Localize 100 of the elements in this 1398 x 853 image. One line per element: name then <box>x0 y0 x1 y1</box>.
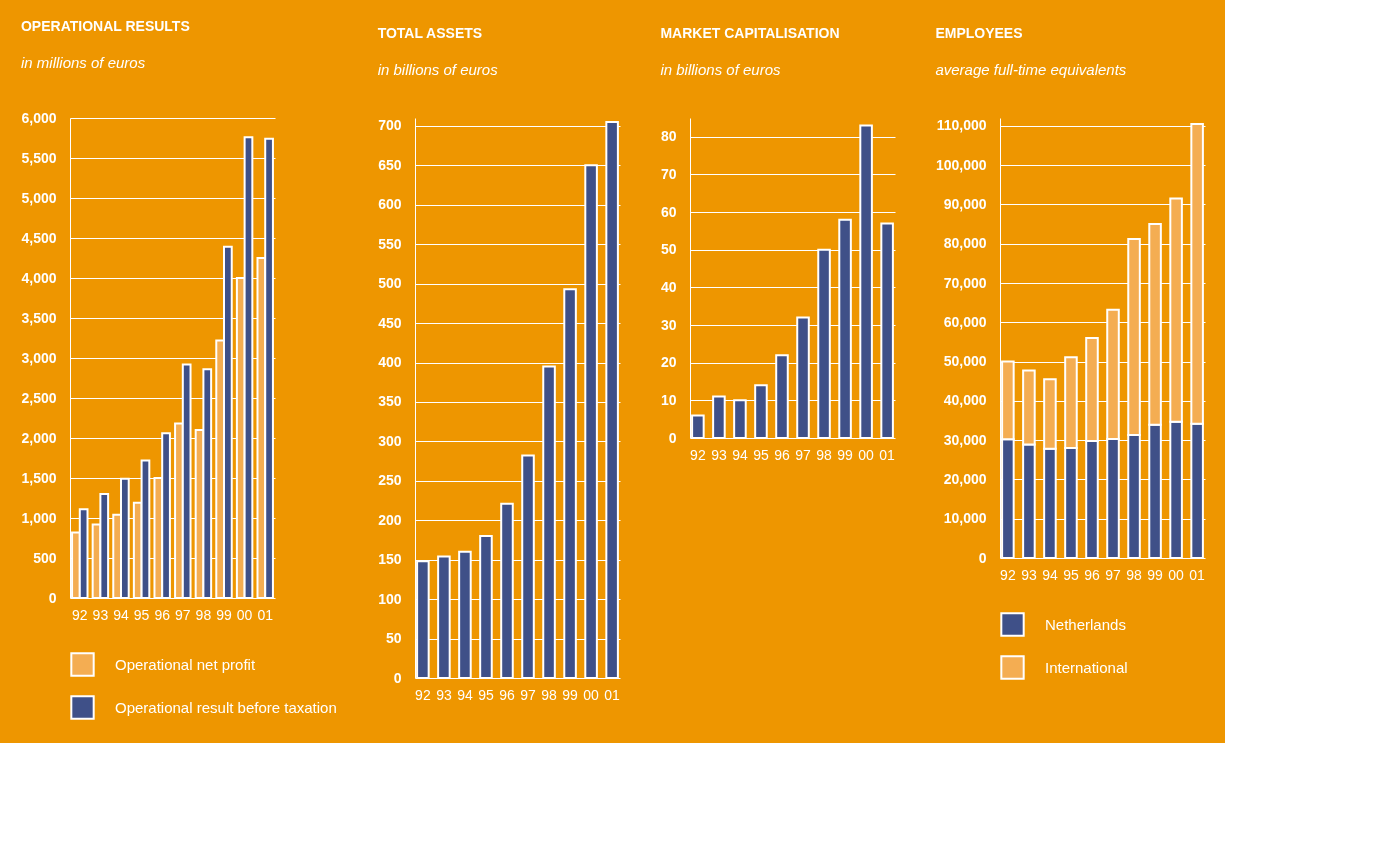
y-tick-label: 10,000 <box>943 510 987 527</box>
x-tick-label: 01 <box>1189 566 1206 583</box>
x-tick-label: 94 <box>1042 566 1058 583</box>
x-tick-label: 94 <box>457 686 473 703</box>
x-tick-label: 93 <box>436 686 452 703</box>
legend-label: Operational result before taxation <box>115 698 337 716</box>
y-tick-label: 90,000 <box>943 195 987 212</box>
x-tick-label: 00 <box>858 446 875 463</box>
y-tick-label: 4,500 <box>21 229 57 246</box>
y-tick-label: 30 <box>660 316 677 333</box>
x-tick-label: 98 <box>1126 566 1143 583</box>
y-tick-label: 1,500 <box>21 469 57 486</box>
x-tick-label: 98 <box>195 606 212 623</box>
y-tick-label: 250 <box>378 472 402 489</box>
chart-title: MARKET CAPITALISATION <box>660 25 840 41</box>
y-tick-label: 3,000 <box>21 349 57 366</box>
y-tick-label: 300 <box>378 432 402 449</box>
y-tick-label: 50 <box>660 241 677 258</box>
x-tick-label: 01 <box>604 686 621 703</box>
y-tick-label: 2,500 <box>21 389 57 406</box>
y-tick-label: 500 <box>378 275 402 292</box>
y-tick-label: 70,000 <box>943 274 987 291</box>
y-tick-label: 100,000 <box>935 156 987 173</box>
legend-label: Netherlands <box>1045 615 1126 633</box>
y-tick-label: 4,000 <box>21 269 57 286</box>
y-tick-label: 20,000 <box>943 470 987 487</box>
x-tick-label: 93 <box>1021 566 1037 583</box>
legend-label: Operational net profit <box>115 655 256 673</box>
y-tick-label: 60,000 <box>943 313 987 330</box>
chart-title: TOTAL ASSETS <box>377 25 483 41</box>
y-tick-label: 700 <box>378 117 402 134</box>
chart-subtitle: in millions of euros <box>20 54 146 71</box>
y-tick-label: 10 <box>660 391 677 408</box>
x-tick-label: 01 <box>879 446 896 463</box>
x-tick-label: 99 <box>837 446 854 463</box>
x-tick-label: 96 <box>499 686 515 703</box>
y-tick-label: 500 <box>33 549 57 566</box>
x-tick-label: 94 <box>113 606 129 623</box>
x-tick-label: 98 <box>541 686 558 703</box>
chart-subtitle: in billions of euros <box>377 61 499 78</box>
y-tick-label: 2,000 <box>21 429 57 446</box>
y-tick-label: 0 <box>668 429 677 446</box>
y-tick-label: 80 <box>660 128 677 145</box>
x-tick-label: 92 <box>415 686 431 703</box>
y-tick-label: 30,000 <box>943 431 987 448</box>
y-tick-label: 20 <box>660 354 677 371</box>
x-tick-label: 94 <box>732 446 748 463</box>
x-tick-label: 95 <box>478 686 494 703</box>
x-tick-label: 95 <box>133 606 150 623</box>
x-tick-label: 92 <box>1000 566 1016 583</box>
legend-label: International <box>1045 658 1128 676</box>
x-tick-label: 92 <box>72 606 88 623</box>
x-tick-label: 01 <box>257 606 274 623</box>
x-tick-label: 97 <box>795 446 812 463</box>
x-tick-label: 95 <box>1063 566 1079 583</box>
y-tick-label: 0 <box>48 589 57 606</box>
y-tick-label: 60 <box>660 203 677 220</box>
x-tick-label: 93 <box>92 606 109 623</box>
chart-subtitle: average full-time equivalents <box>935 61 1127 78</box>
x-tick-label: 96 <box>774 446 790 463</box>
x-tick-label: 00 <box>1168 566 1185 583</box>
y-tick-label: 450 <box>378 314 402 331</box>
y-tick-label: 1,000 <box>21 509 57 526</box>
chart-subtitle: in billions of euros <box>660 61 781 78</box>
x-tick-label: 99 <box>1147 566 1164 583</box>
x-tick-label: 98 <box>816 446 833 463</box>
x-tick-label: 96 <box>154 606 171 623</box>
y-tick-label: 5,000 <box>21 189 57 206</box>
y-tick-label: 6,000 <box>21 109 57 126</box>
x-tick-label: 97 <box>520 686 537 703</box>
y-tick-label: 110,000 <box>936 117 987 134</box>
y-tick-label: 80,000 <box>943 235 987 252</box>
x-tick-label: 99 <box>216 606 232 623</box>
y-tick-label: 70 <box>660 165 677 182</box>
y-tick-label: 600 <box>378 196 402 213</box>
x-tick-label: 00 <box>583 686 600 703</box>
x-tick-label: 96 <box>1084 566 1100 583</box>
y-tick-label: 650 <box>378 156 402 173</box>
x-tick-label: 97 <box>175 606 191 623</box>
y-tick-label: 40,000 <box>943 392 987 409</box>
y-tick-label: 50 <box>385 630 402 647</box>
y-tick-label: 150 <box>378 551 402 568</box>
x-tick-label: 00 <box>236 606 253 623</box>
y-tick-label: 200 <box>378 511 402 528</box>
y-tick-label: 400 <box>378 354 402 371</box>
y-tick-label: 0 <box>978 549 987 566</box>
y-tick-label: 50,000 <box>943 353 987 370</box>
y-tick-label: 3,500 <box>21 309 57 326</box>
y-tick-label: 40 <box>660 278 677 295</box>
y-tick-label: 5,500 <box>21 149 57 166</box>
chart-title: OPERATIONAL RESULTS <box>20 18 190 34</box>
y-tick-label: 0 <box>393 669 402 686</box>
x-tick-label: 99 <box>562 686 579 703</box>
y-tick-label: 550 <box>378 235 402 252</box>
x-tick-label: 92 <box>690 446 706 463</box>
x-tick-label: 97 <box>1105 566 1122 583</box>
y-tick-label: 100 <box>378 590 402 607</box>
x-tick-label: 95 <box>753 446 769 463</box>
chart-title: EMPLOYEES <box>935 25 1023 41</box>
x-tick-label: 93 <box>711 446 727 463</box>
